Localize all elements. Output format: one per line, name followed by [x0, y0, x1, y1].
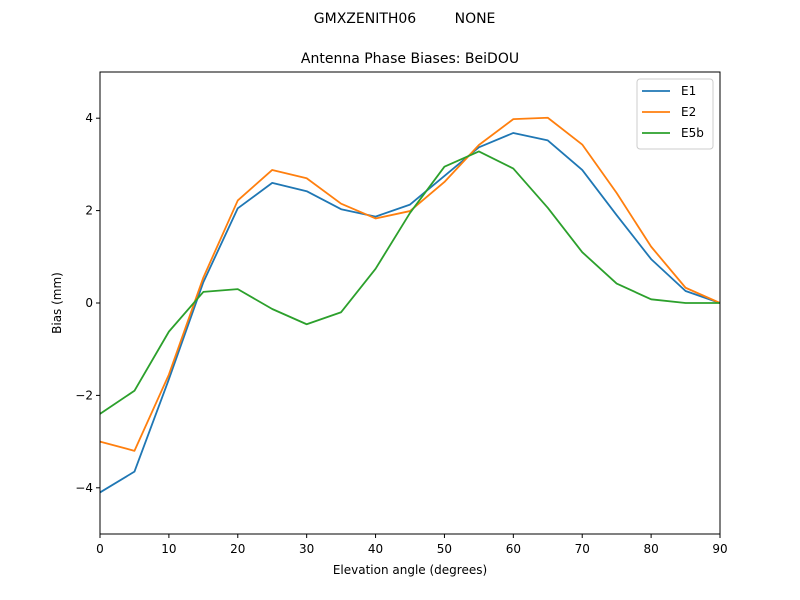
legend-label-e1: E1	[681, 84, 696, 98]
series-line-e5b	[99, 150, 720, 415]
y-axis-label: Bias (mm)	[50, 272, 64, 334]
legend-box	[636, 78, 714, 150]
x-tick-label: 70	[575, 542, 590, 556]
y-tick-label: −2	[75, 388, 93, 402]
y-tick-label: −4	[75, 481, 93, 495]
x-tick-label: 80	[643, 542, 658, 556]
y-tick-label: 4	[85, 111, 93, 125]
legend-label-e5b: E5b	[681, 126, 704, 140]
series-line-e1	[99, 132, 721, 494]
x-tick-label: 40	[368, 542, 383, 556]
x-tick-label: 60	[506, 542, 521, 556]
legend: E1 E2 E5b	[636, 78, 714, 150]
plot-area: 0 10 20 30 40 50 60 70 80 90 −4 −2 0 2 4	[75, 71, 728, 556]
legend-label-e2: E2	[681, 105, 696, 119]
figure-suptitle-right: NONE	[455, 11, 496, 27]
chart-title: Antenna Phase Biases: BeiDOU	[301, 51, 519, 67]
y-tick-label: 0	[85, 296, 93, 310]
x-tick-label: 90	[712, 542, 727, 556]
x-tick-label: 0	[96, 542, 104, 556]
figure-suptitle-left: GMXZENITH06	[314, 11, 417, 27]
y-tick-label: 2	[85, 204, 93, 218]
x-tick-label: 10	[161, 542, 176, 556]
series-line-e2	[99, 116, 721, 452]
x-tick-label: 20	[230, 542, 245, 556]
x-axis-label: Elevation angle (degrees)	[333, 563, 487, 577]
x-tick-label: 30	[299, 542, 314, 556]
x-tick-label: 50	[437, 542, 452, 556]
